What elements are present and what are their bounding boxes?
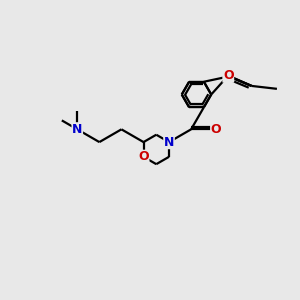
Text: O: O bbox=[223, 69, 234, 82]
Text: O: O bbox=[138, 150, 149, 163]
Text: O: O bbox=[211, 123, 221, 136]
Text: N: N bbox=[72, 123, 83, 136]
Text: N: N bbox=[164, 136, 174, 148]
